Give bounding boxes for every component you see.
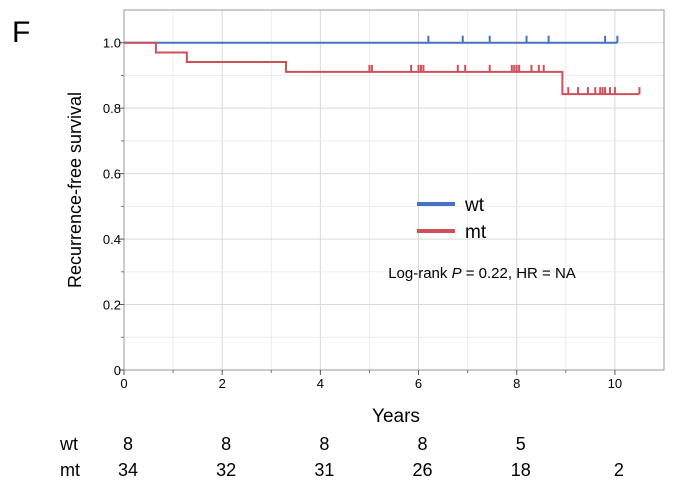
risk-table-cell: 34 (118, 460, 138, 480)
annotation-suffix: = 0.22, HR = NA (462, 265, 576, 282)
legend-label-mt: mt (465, 222, 487, 243)
annotation-p-symbol: P (452, 265, 462, 282)
risk-table-cell: 8 (123, 434, 133, 454)
y-tick-label: 0.6 (103, 167, 121, 182)
risk-table-cell: 5 (516, 434, 526, 454)
x-tick-label: 10 (608, 376, 622, 391)
panel-label: F (12, 16, 30, 49)
y-tick-label: 1.0 (103, 36, 121, 51)
risk-table-row-label: mt (60, 460, 80, 480)
x-tick-label: 2 (219, 376, 226, 391)
y-tick-label: 0.4 (103, 232, 121, 247)
risk-table-cell: 31 (314, 460, 334, 480)
series-layer (124, 35, 641, 96)
risk-table-cell: 8 (221, 434, 231, 454)
plot-background (124, 10, 664, 370)
risk-table-cell: 8 (418, 434, 428, 454)
risk-table-row-label: wt (59, 434, 78, 454)
y-axis-label-group: Recurrence-free survival (65, 92, 85, 288)
risk-table: wt 8 8 8 8 5 mt 34 32 31 26 18 2 (59, 434, 624, 480)
risk-table-cell: 8 (319, 434, 329, 454)
log-rank-annotation: Log-rank P = 0.22, HR = NA (388, 265, 576, 282)
plot-frame (123, 9, 665, 371)
x-axis-label: Years (372, 406, 420, 427)
legend: wt mt (417, 195, 487, 243)
axis-ticks: 0 2 4 6 8 10 0 0.2 0.4 0.6 0.8 1.0 (103, 36, 622, 391)
risk-table-cell: 26 (413, 460, 433, 480)
x-tick-label: 4 (317, 376, 324, 391)
y-tick-label: 0 (114, 363, 121, 378)
grid (124, 10, 664, 370)
y-tick-label: 0.8 (103, 101, 121, 116)
y-axis-label: Recurrence-free survival (65, 92, 85, 288)
x-tick-label: 6 (415, 376, 422, 391)
x-tick-label: 0 (120, 376, 127, 391)
plot-area: 0 2 4 6 8 10 0 0.2 0.4 0.6 0.8 1.0 (103, 9, 665, 391)
x-tick-label: 8 (513, 376, 520, 391)
survival-curve-mt (124, 41, 640, 96)
legend-label-wt: wt (464, 195, 485, 216)
risk-table-cell: 2 (614, 460, 624, 480)
annotation-prefix: Log-rank (388, 265, 451, 282)
y-tick-label: 0.2 (103, 298, 121, 313)
risk-table-cell: 18 (511, 460, 531, 480)
risk-table-cell: 32 (216, 460, 236, 480)
